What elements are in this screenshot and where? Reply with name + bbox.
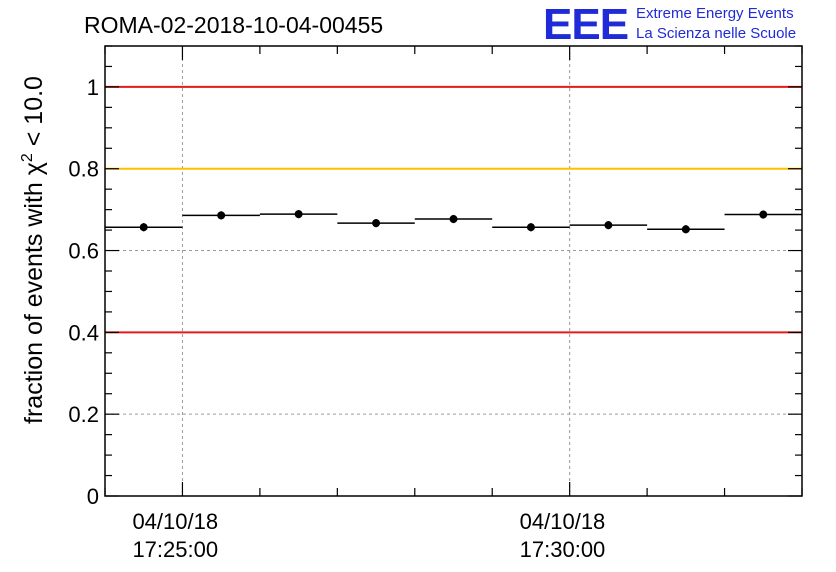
data-points [105, 210, 802, 234]
data-point [105, 223, 183, 232]
data-point-marker [449, 215, 458, 224]
chart-title: ROMA-02-2018-10-04-00455 [84, 12, 383, 38]
data-point-marker [139, 223, 148, 232]
y-tick-label: 0.4 [68, 320, 99, 345]
data-point-marker [217, 211, 226, 220]
eee-logo-line1: Extreme Energy Events [636, 5, 794, 22]
y-tick-label: 1 [87, 75, 99, 100]
data-point [182, 211, 260, 220]
y-tick-label: 0.8 [68, 157, 99, 182]
y-axis-label: fraction of events with χ2 < 10.0 [19, 76, 48, 424]
axes: 0 0.2 0.4 0.6 0.8 1 04/10/18 17:25:00 04/10/18 17… [68, 45, 803, 562]
x-tick-label-date: 04/10/18 [132, 509, 218, 534]
grid-lines [105, 46, 802, 496]
data-point [259, 210, 338, 219]
data-point-marker [526, 223, 535, 232]
data-point-marker [604, 221, 613, 230]
y-tick-label: 0.6 [68, 239, 99, 264]
plot-frame [104, 45, 803, 497]
data-point-marker [372, 219, 381, 228]
eee-logo-line2: La Scienza nelle Scuole [636, 25, 796, 42]
y-tick-label: 0.2 [68, 402, 99, 427]
eee-logo-mark: EEE [543, 0, 628, 49]
data-point-marker [759, 210, 768, 219]
data-point [724, 210, 802, 219]
data-point-marker [294, 210, 303, 219]
x-tick-label-time: 17:30:00 [520, 537, 606, 562]
data-point [414, 214, 493, 224]
data-point [569, 221, 648, 230]
y-tick-label: 0 [87, 484, 99, 509]
data-point [647, 225, 725, 234]
data-point [492, 223, 570, 232]
data-point-marker [681, 225, 690, 234]
reference-lines [105, 85, 802, 334]
x-tick-label-date: 04/10/18 [520, 509, 606, 534]
x-tick-label-time: 17:25:00 [132, 537, 218, 562]
eee-logo: EEE Extreme Energy Events La Scienza nel… [543, 0, 796, 49]
data-point [337, 219, 415, 228]
